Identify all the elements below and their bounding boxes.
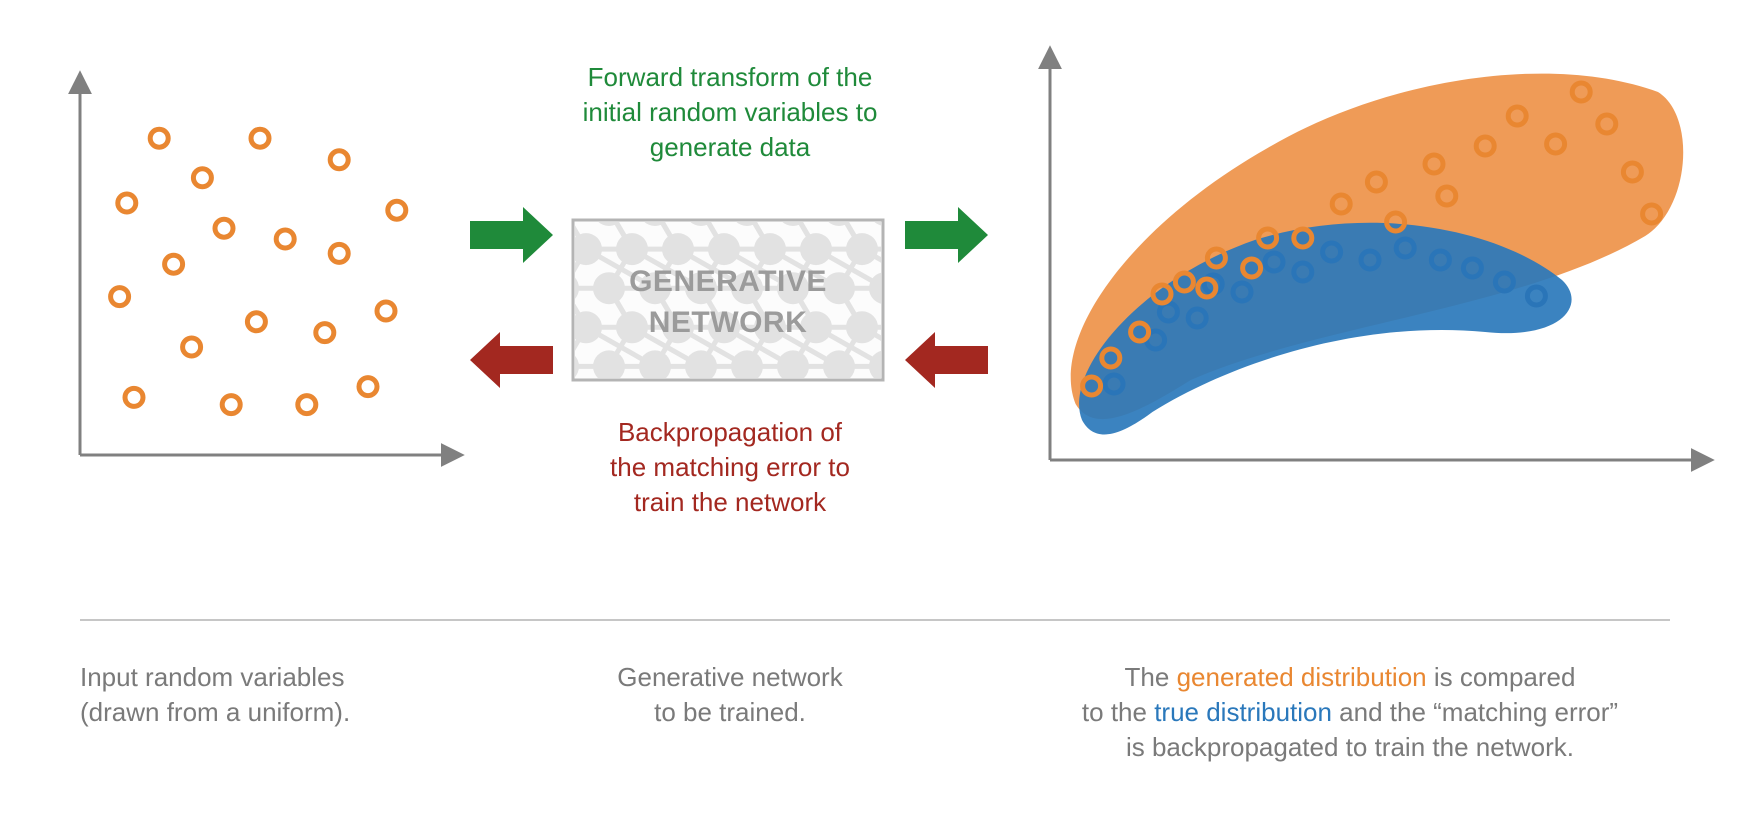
scatter-point xyxy=(183,338,201,356)
scatter-point xyxy=(330,151,348,169)
scatter-point xyxy=(251,129,269,147)
scatter-point xyxy=(247,313,265,331)
scatter-point xyxy=(222,396,240,414)
scatter-point xyxy=(150,129,168,147)
scatter-point xyxy=(118,194,136,212)
right-plot xyxy=(1050,50,1710,460)
scatter-point xyxy=(316,324,334,342)
scatter-point xyxy=(330,244,348,262)
forward-caption: Forward transform of theinitial random v… xyxy=(540,60,920,165)
caption-right: The generated distribution is comparedto… xyxy=(1000,660,1700,765)
forward-arrow-left xyxy=(470,207,553,263)
scatter-point xyxy=(388,201,406,219)
network-label-line2: NETWORK xyxy=(649,306,807,339)
scatter-point xyxy=(125,388,143,406)
backward-arrow-right xyxy=(905,332,988,388)
scatter-point xyxy=(298,396,316,414)
forward-arrow-right xyxy=(905,207,988,263)
scatter-point xyxy=(111,288,129,306)
network-label: GENERATIVE NETWORK xyxy=(573,262,883,343)
backward-arrow-left xyxy=(470,332,553,388)
scatter-point xyxy=(215,219,233,237)
scatter-point xyxy=(377,302,395,320)
scatter-point xyxy=(359,378,377,396)
scatter-point xyxy=(165,255,183,273)
scatter-point xyxy=(276,230,294,248)
true-distribution-label: true distribution xyxy=(1154,697,1332,727)
caption-left: Input random variables(drawn from a unif… xyxy=(80,660,460,730)
caption-mid: Generative networkto be trained. xyxy=(520,660,940,730)
backward-caption: Backpropagation ofthe matching error tot… xyxy=(560,415,900,520)
generated-distribution-label: generated distribution xyxy=(1177,662,1427,692)
left-plot xyxy=(80,75,460,455)
network-label-line1: GENERATIVE xyxy=(629,265,827,298)
scatter-point xyxy=(193,169,211,187)
